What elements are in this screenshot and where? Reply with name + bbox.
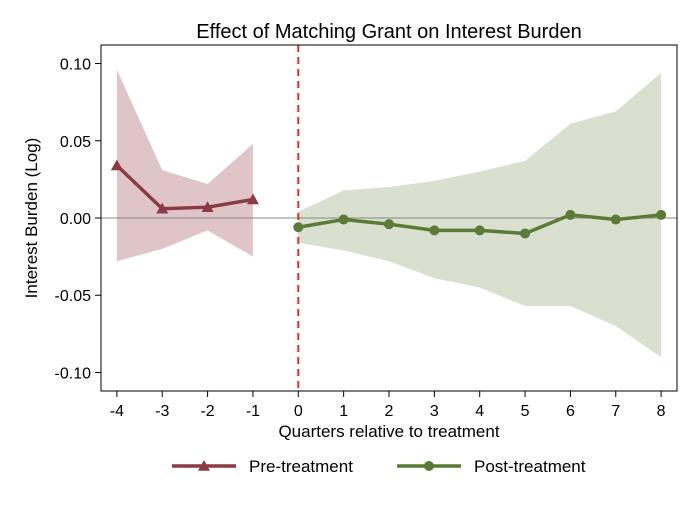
data-point-1-3 (429, 225, 440, 236)
data-point-1-2 (384, 219, 394, 230)
data-point-0-2 (201, 201, 214, 212)
x-axis-label: Quarters relative to treatment (278, 422, 499, 441)
reference-lines (101, 45, 677, 391)
data-point-0-0 (110, 159, 123, 171)
y-tick-label: -0.05 (55, 288, 92, 305)
x-tick-label: 2 (385, 403, 394, 420)
ci-band-0 (116, 69, 253, 262)
series-line-0 (115, 164, 254, 211)
x-tick-label: 7 (611, 403, 620, 420)
y-axis: 0.10 0.05 0.00 -0.05 -0.10 (55, 57, 101, 382)
x-tick-label: -2 (200, 403, 214, 420)
data-point-1-8 (656, 209, 667, 220)
x-tick-label: 6 (566, 403, 575, 420)
data-point-0-3 (246, 193, 259, 205)
data-point-1-0 (293, 222, 304, 233)
ci-band-1 (298, 72, 662, 358)
legend-marker-1 (424, 461, 434, 471)
x-tick-label: -4 (110, 403, 124, 420)
x-tick-label: 1 (339, 403, 348, 420)
data-point-1-7 (610, 214, 621, 225)
y-tick-label: 0.00 (60, 211, 91, 228)
legend-label-1: Post-treatment (474, 457, 586, 476)
y-axis-label: Interest Burden (Log) (22, 138, 41, 299)
x-tick-label: 3 (430, 403, 439, 420)
y-tick-label: 0.05 (60, 134, 91, 151)
legend-label-0: Pre-treatment (249, 457, 353, 476)
x-tick-label: 0 (294, 403, 303, 420)
x-tick-label: -3 (155, 403, 169, 420)
x-axis: -4 -3 -2 -1 0 1 2 3 4 5 6 7 8 (110, 391, 666, 420)
x-tick-label: -1 (246, 403, 260, 420)
series-markers (110, 159, 667, 239)
chart-title: Effect of Matching Grant on Interest Bur… (196, 21, 581, 43)
y-tick-label: -0.10 (55, 365, 92, 382)
data-point-0-1 (156, 202, 169, 214)
x-tick-label: 4 (475, 403, 484, 420)
data-point-1-4 (474, 225, 485, 236)
y-tick-label: 0.10 (60, 57, 91, 74)
x-tick-label: 5 (521, 403, 530, 420)
ci-bands (116, 69, 662, 358)
legend-marker-0 (198, 460, 210, 471)
data-point-1-6 (565, 209, 576, 220)
x-tick-label: 8 (657, 403, 666, 420)
data-point-1-1 (338, 214, 349, 225)
legend: Pre-treatment Post-treatment (172, 457, 586, 476)
data-point-1-5 (520, 228, 531, 239)
